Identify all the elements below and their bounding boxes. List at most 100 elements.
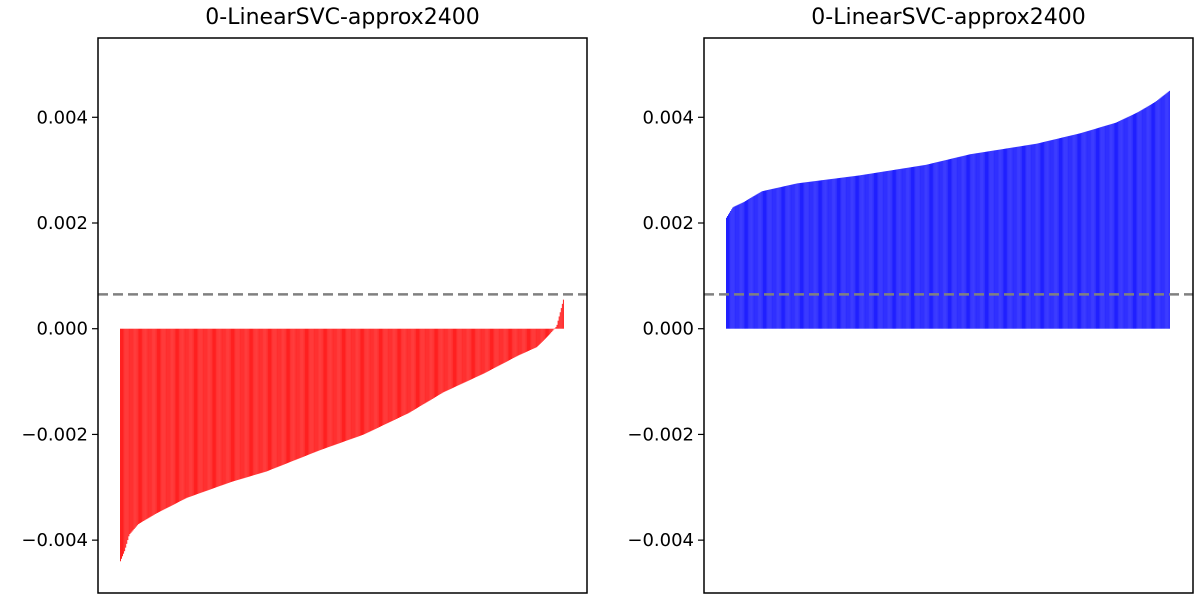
bar xyxy=(949,159,950,329)
bar xyxy=(926,164,928,329)
bar xyxy=(141,328,143,523)
bar xyxy=(1049,140,1051,329)
bar xyxy=(886,171,888,329)
bar xyxy=(380,328,381,427)
bar xyxy=(846,177,848,329)
bar xyxy=(899,168,901,329)
bar xyxy=(187,328,189,498)
bar xyxy=(787,185,789,329)
bar xyxy=(308,328,310,455)
bar xyxy=(285,328,287,464)
bar xyxy=(754,195,756,329)
bar xyxy=(404,328,406,415)
bar xyxy=(453,328,454,388)
bar xyxy=(301,328,303,458)
bar xyxy=(1009,147,1011,329)
bar xyxy=(237,328,239,481)
bar xyxy=(146,328,148,520)
bar xyxy=(928,163,930,329)
bar xyxy=(815,180,817,329)
bar xyxy=(747,199,749,329)
bar xyxy=(1062,137,1064,329)
bar xyxy=(948,159,949,329)
bar xyxy=(207,328,209,491)
bar xyxy=(1096,128,1097,329)
bar xyxy=(1131,114,1133,329)
y-tick-label: 0.000 xyxy=(642,319,694,340)
bar xyxy=(1048,140,1050,329)
bar xyxy=(796,183,798,329)
bar xyxy=(1015,146,1017,329)
bar xyxy=(1064,136,1066,329)
bar xyxy=(978,152,980,329)
bar xyxy=(1163,95,1165,329)
bar xyxy=(1158,99,1160,329)
bar xyxy=(835,178,837,329)
bar xyxy=(1167,91,1169,329)
bar xyxy=(726,217,727,329)
bar xyxy=(1002,148,1004,329)
bar xyxy=(1121,119,1123,329)
bar xyxy=(125,328,127,548)
bar xyxy=(424,328,426,404)
bar xyxy=(968,154,969,329)
bar xyxy=(1101,126,1103,329)
bar xyxy=(371,328,373,431)
bar xyxy=(518,328,520,356)
bar xyxy=(236,328,238,481)
bar xyxy=(407,328,409,414)
bar xyxy=(1069,135,1071,329)
bar xyxy=(350,328,352,440)
bar xyxy=(1135,113,1136,329)
bar xyxy=(334,328,336,445)
bar xyxy=(887,170,889,329)
bar xyxy=(519,328,521,355)
bar xyxy=(512,328,514,359)
bar xyxy=(293,328,295,461)
bar xyxy=(1142,109,1144,329)
bar xyxy=(1112,123,1114,329)
bar xyxy=(290,328,292,462)
bar xyxy=(317,328,319,451)
bar xyxy=(247,328,249,477)
bar xyxy=(128,328,130,537)
bar xyxy=(352,328,354,439)
bar xyxy=(898,169,900,329)
bar xyxy=(162,328,164,511)
bar xyxy=(154,328,156,515)
bar xyxy=(368,328,370,433)
bar xyxy=(990,151,992,329)
bar xyxy=(303,328,305,457)
bar xyxy=(825,179,827,329)
bar xyxy=(1155,101,1157,329)
bar xyxy=(541,328,543,342)
bar xyxy=(502,328,504,364)
bar xyxy=(960,156,962,329)
bar xyxy=(1084,131,1086,329)
bar xyxy=(785,185,787,329)
bar xyxy=(863,174,865,329)
bar xyxy=(427,328,429,402)
chart-panel-1: 0-LinearSVC-approx2400 −0.004 −0.002 0.000 0… xyxy=(21,5,588,594)
bar xyxy=(191,328,193,496)
bar xyxy=(496,328,498,367)
bar xyxy=(312,328,314,454)
bar xyxy=(1022,145,1023,329)
bar xyxy=(1017,146,1019,329)
bar xyxy=(530,328,532,350)
bar xyxy=(416,328,417,409)
bar xyxy=(291,328,293,462)
bar xyxy=(226,328,228,484)
bar xyxy=(325,328,326,449)
bar xyxy=(914,166,916,329)
bar xyxy=(832,178,834,329)
bar xyxy=(858,175,860,329)
bar xyxy=(140,328,141,523)
bar xyxy=(758,192,760,329)
bar xyxy=(1157,100,1159,329)
bar xyxy=(878,172,880,329)
bar xyxy=(956,157,958,329)
y-tick-label: 0.002 xyxy=(642,213,694,234)
bar xyxy=(311,328,313,454)
bar xyxy=(879,172,881,329)
